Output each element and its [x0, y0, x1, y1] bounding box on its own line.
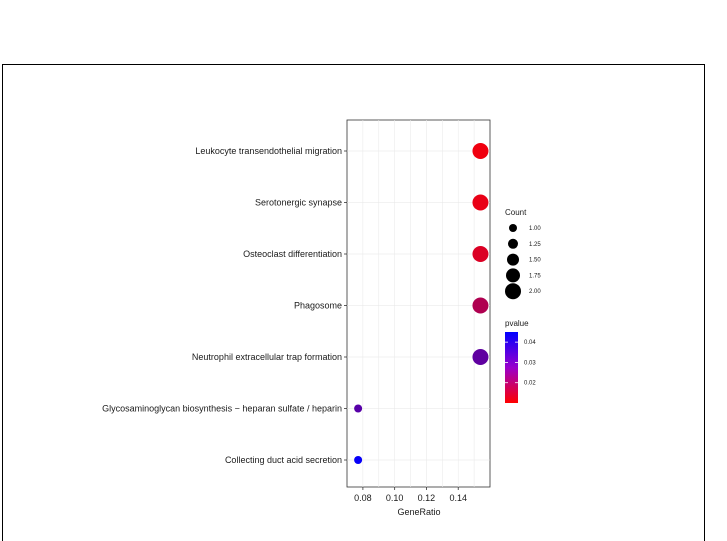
x-tick-label: 0.08 — [354, 493, 372, 503]
data-point — [354, 456, 363, 464]
data-point — [472, 297, 489, 314]
data-point — [472, 246, 489, 262]
color-legend-label: 0.03 — [524, 360, 536, 366]
data-point — [472, 143, 489, 159]
data-points — [354, 143, 489, 464]
size-legend-label: 1.25 — [529, 242, 541, 248]
color-legend-label: 0.02 — [524, 381, 536, 387]
color-legend-title: pvalue — [505, 319, 529, 328]
size-legend-dot — [505, 283, 521, 300]
category-label: Neutrophil extracellular trap formation — [192, 352, 342, 362]
x-axis-title: GeneRatio — [397, 507, 440, 517]
figure-frame — [2, 64, 705, 541]
size-legend-label: 2.00 — [529, 289, 541, 295]
size-legend-dot — [509, 224, 517, 232]
size-legend-label: 1.50 — [529, 258, 541, 264]
category-label: Phagosome — [294, 301, 342, 311]
data-point — [472, 349, 489, 365]
size-legend: Count 1.00 1.25 1.50 1.75 2.00 — [505, 208, 541, 300]
plot-panel — [346, 119, 491, 488]
x-tick-label: 0.10 — [386, 493, 404, 503]
x-tick-label: 0.14 — [449, 493, 467, 503]
category-label: Collecting duct acid secretion — [225, 455, 342, 465]
size-legend-dot — [506, 268, 520, 283]
size-legend-label: 1.00 — [529, 226, 541, 232]
data-point — [354, 404, 363, 413]
x-axis-ticks: 0.08 0.10 0.12 0.14 — [354, 487, 467, 503]
size-legend-title: Count — [505, 208, 527, 217]
category-label: Osteoclast differentiation — [243, 249, 342, 259]
color-legend: pvalue 0.04 0.03 0.02 — [505, 319, 536, 403]
color-bar — [505, 332, 518, 403]
color-legend-label: 0.04 — [524, 340, 536, 346]
size-legend-dot — [508, 238, 518, 249]
size-legend-label: 1.75 — [529, 273, 541, 279]
category-label: Leukocyte transendothelial migration — [195, 146, 342, 156]
grid-lines — [347, 120, 490, 487]
size-legend-dot — [507, 253, 519, 266]
category-labels: Leukocyte transendothelial migration Sero… — [102, 146, 347, 465]
category-label: Serotonergic synapse — [255, 198, 342, 208]
data-point — [472, 194, 489, 211]
x-tick-label: 0.12 — [418, 493, 436, 503]
category-label: Glycosaminoglycan biosynthesis − heparan… — [102, 404, 342, 414]
